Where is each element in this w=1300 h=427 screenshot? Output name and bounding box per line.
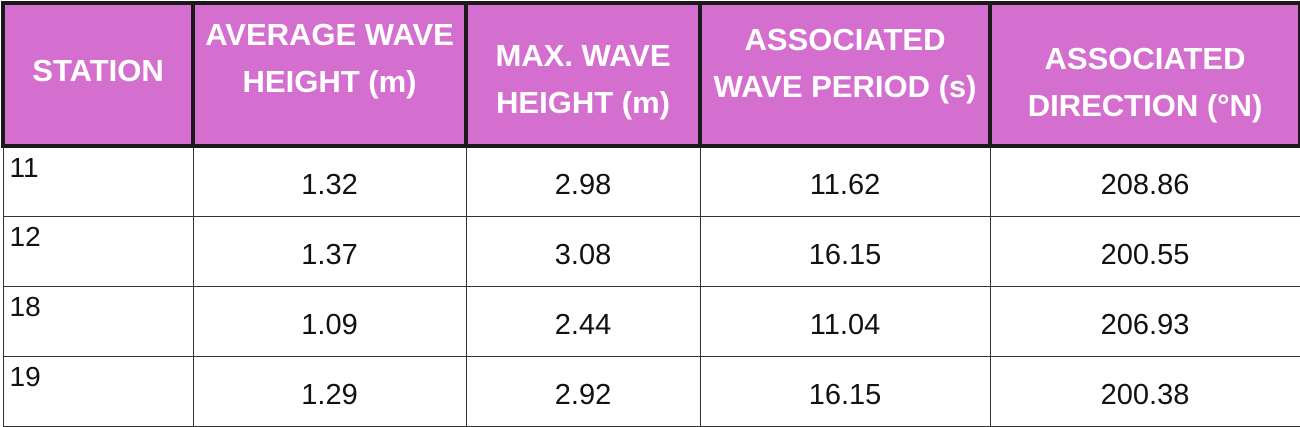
- average-wave-height-cell: 1.29: [192, 355, 467, 427]
- header-wave-period: ASSOCIATED WAVE PERIOD (s): [698, 1, 992, 148]
- table-row: 19 1.29 2.92 16.15 200.38: [2, 355, 1300, 427]
- table-row: 18 1.09 2.44 11.04 206.93: [2, 285, 1300, 357]
- wave-period-cell: 16.15: [699, 215, 991, 287]
- station-cell: 11: [2, 145, 194, 217]
- wave-period-cell: 11.62: [699, 145, 991, 217]
- header-station: STATION: [1, 1, 195, 148]
- table-row: 11 1.32 2.98 11.62 208.86: [2, 145, 1300, 217]
- max-wave-height-cell: 2.98: [465, 145, 701, 217]
- max-wave-height-cell: 2.44: [465, 285, 701, 357]
- max-wave-height-cell: 3.08: [465, 215, 701, 287]
- wave-period-cell: 11.04: [699, 285, 991, 357]
- average-wave-height-cell: 1.32: [192, 145, 467, 217]
- table-header-row: STATION AVERAGE WAVE HEIGHT (m) MAX. WAV…: [1, 1, 1300, 148]
- wave-period-cell: 16.15: [699, 355, 991, 427]
- header-max-wave-height: MAX. WAVE HEIGHT (m): [464, 1, 702, 148]
- table-row: 12 1.37 3.08 16.15 200.55: [2, 215, 1300, 287]
- direction-cell: 208.86: [989, 145, 1300, 217]
- station-cell: 12: [2, 215, 194, 287]
- direction-cell: 206.93: [989, 285, 1300, 357]
- station-cell: 19: [2, 355, 194, 427]
- average-wave-height-cell: 1.09: [192, 285, 467, 357]
- station-cell: 18: [2, 285, 194, 357]
- header-direction: ASSOCIATED DIRECTION (°N): [988, 1, 1300, 148]
- direction-cell: 200.38: [989, 355, 1300, 427]
- max-wave-height-cell: 2.92: [465, 355, 701, 427]
- average-wave-height-cell: 1.37: [192, 215, 467, 287]
- header-average-wave-height: AVERAGE WAVE HEIGHT (m): [191, 1, 468, 148]
- direction-cell: 200.55: [989, 215, 1300, 287]
